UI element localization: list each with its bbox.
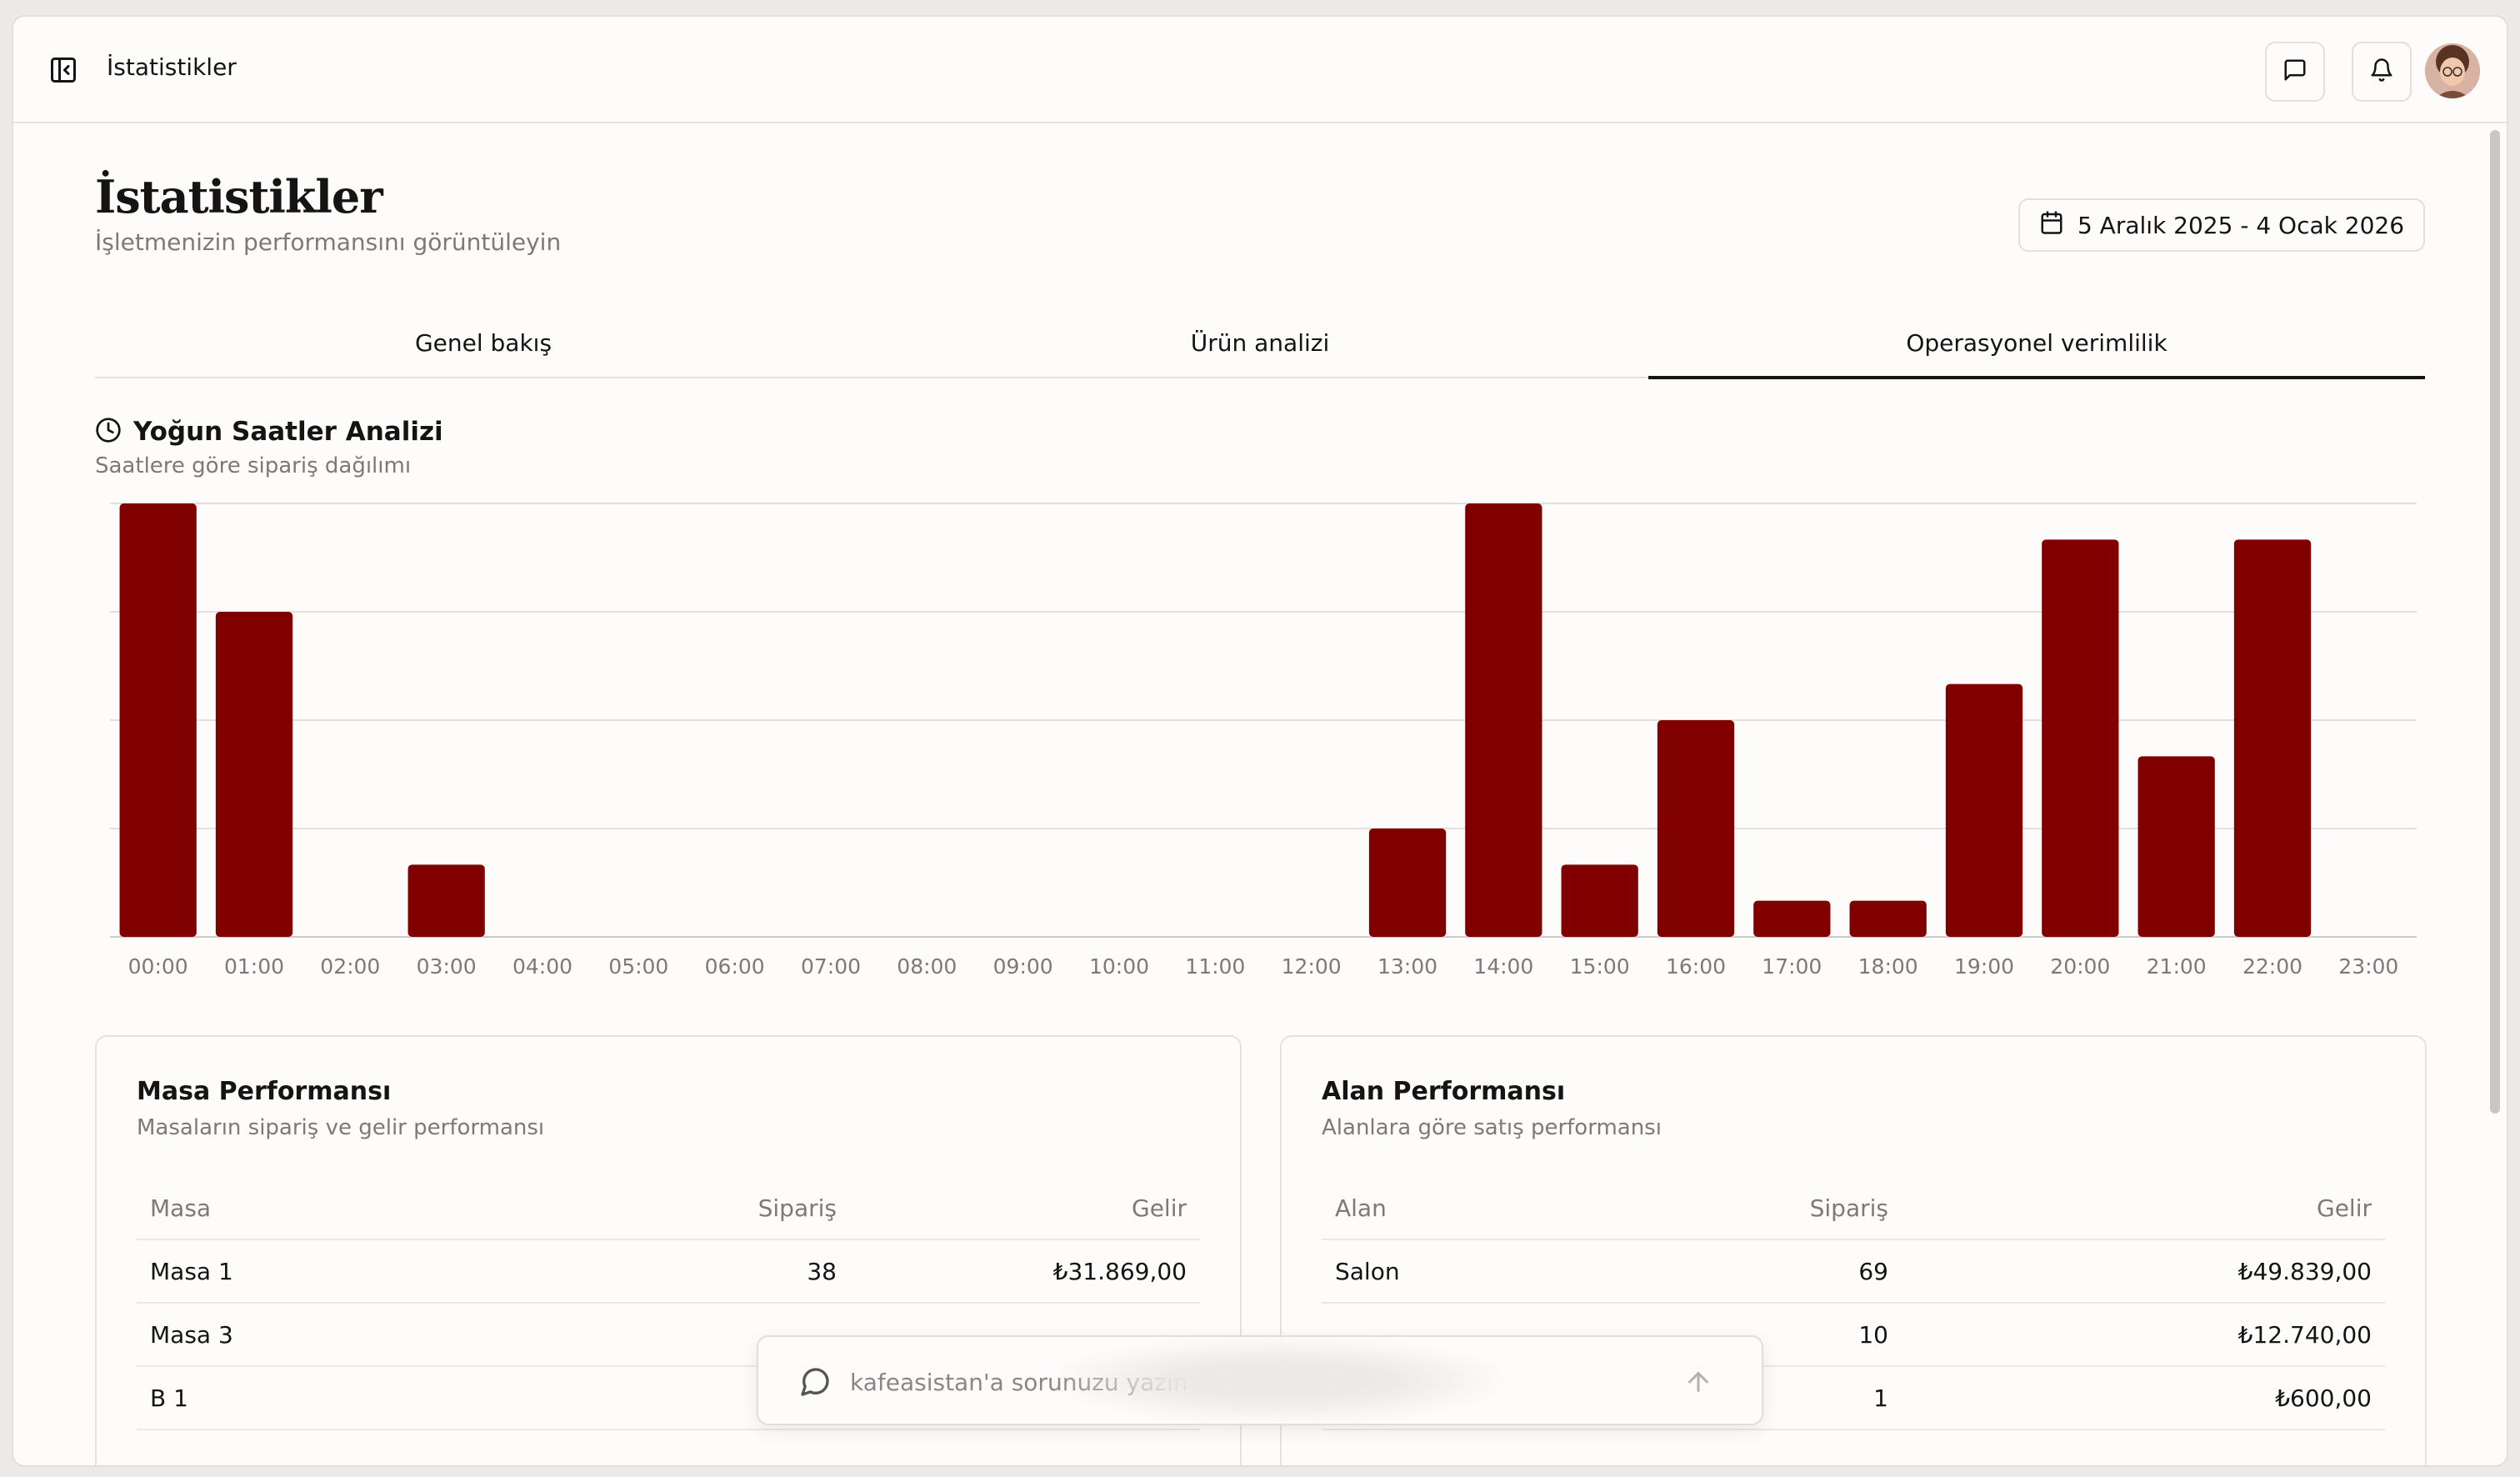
topbar-title: İstatistikler <box>107 53 237 81</box>
chart-x-tick-label: 12:00 <box>1282 954 1342 979</box>
app-window: İstatistikler <box>13 17 2507 1465</box>
chart-bar[interactable] <box>215 612 293 937</box>
top-bar: İstatistikler <box>13 17 2507 123</box>
column-header-alan[interactable]: Alan <box>1335 1194 1387 1222</box>
send-button[interactable] <box>1683 1367 1713 1397</box>
table-row[interactable]: 10 ₺12.740,00 <box>1322 1304 2385 1367</box>
chart-x-tick-label: 14:00 <box>1473 954 1533 979</box>
chart-x-tick-label: 01:00 <box>224 954 284 979</box>
chart-x-tick-label: 16:00 <box>1666 954 1726 979</box>
chart-bar[interactable] <box>1945 683 2023 937</box>
column-header-gelir[interactable]: Gelir <box>1132 1194 1187 1222</box>
area-performance-subtitle: Alanlara göre satış performansı <box>1322 1115 1662 1140</box>
chart-x-tick-label: 19:00 <box>1954 954 2014 979</box>
table-row[interactable]: B 1 <box>137 1367 1200 1430</box>
peak-hours-header: Yoğun Saatler Analizi <box>95 417 443 447</box>
table-row[interactable]: Masa 1 38 ₺31.869,00 <box>137 1240 1200 1304</box>
clock-icon <box>95 417 122 447</box>
chart-x-tick-label: 21:00 <box>2147 954 2207 979</box>
table-performance-subtitle: Masaların sipariş ve gelir performansı <box>137 1115 545 1140</box>
sidebar-toggle-icon[interactable] <box>48 55 78 85</box>
cell-name: Masa 1 <box>150 1257 233 1285</box>
chat-bubble-icon <box>798 1365 832 1402</box>
chart-bar[interactable] <box>1561 864 1638 937</box>
blur-overlay <box>1047 1339 1513 1422</box>
column-header-siparis[interactable]: Sipariş <box>1809 1194 1888 1222</box>
column-header-gelir[interactable]: Gelir <box>2317 1194 2372 1222</box>
page-title: İstatistikler <box>95 170 383 223</box>
chart-bar[interactable] <box>119 503 197 937</box>
column-header-masa[interactable]: Masa <box>150 1194 212 1222</box>
area-performance-table: Alan Sipariş Gelir Salon 69 ₺49.839,00 1… <box>1322 1177 2385 1430</box>
tab-product-analysis[interactable]: Ürün analizi <box>1190 328 1330 357</box>
date-range-button[interactable]: 5 Aralık 2025 - 4 Ocak 2026 <box>2018 198 2425 252</box>
chart-bar[interactable] <box>1368 829 1447 937</box>
cell-orders: 38 <box>807 1257 837 1285</box>
chart-x-tick-label: 00:00 <box>128 954 188 979</box>
chart-bar[interactable] <box>2233 539 2312 937</box>
cell-name: B 1 <box>150 1384 188 1412</box>
scrollbar[interactable] <box>2490 130 2500 1114</box>
cell-revenue: ₺31.869,00 <box>1052 1257 1187 1285</box>
table-performance-table: Masa Sipariş Gelir Masa 1 38 ₺31.869,00 … <box>137 1177 1200 1430</box>
table-performance-title: Masa Performansı <box>137 1077 392 1106</box>
notifications-button[interactable] <box>2352 42 2412 102</box>
cell-orders: 1 <box>1873 1384 1888 1412</box>
chart-x-tick-label: 10:00 <box>1089 954 1149 979</box>
chart-x-tick-label: 02:00 <box>320 954 380 979</box>
chart-x-tick-label: 23:00 <box>2338 954 2398 979</box>
chart-bar[interactable] <box>1753 900 1831 937</box>
date-range-label: 5 Aralık 2025 - 4 Ocak 2026 <box>2077 211 2405 239</box>
column-header-siparis[interactable]: Sipariş <box>758 1194 837 1222</box>
chart-x-tick-label: 07:00 <box>801 954 861 979</box>
tab-bar: Genel bakış Ürün analizi Operasyonel ver… <box>95 308 2425 379</box>
page-subtitle: İşletmenizin performansını görüntüleyin <box>95 228 562 256</box>
avatar[interactable] <box>2425 43 2480 98</box>
calendar-icon <box>2039 210 2064 241</box>
chart-bar[interactable] <box>1657 720 1735 937</box>
chart-x-tick-label: 03:00 <box>417 954 477 979</box>
table-row[interactable]: 1 ₺600,00 <box>1322 1367 2385 1430</box>
message-square-icon <box>2282 58 2308 86</box>
peak-hours-title: Yoğun Saatler Analizi <box>133 417 443 447</box>
cell-revenue: ₺49.839,00 <box>2238 1257 2372 1285</box>
tab-overview[interactable]: Genel bakış <box>414 328 552 357</box>
table-header-row: Masa Sipariş Gelir <box>137 1177 1200 1240</box>
table-row[interactable]: Salon 69 ₺49.839,00 <box>1322 1240 2385 1304</box>
peak-hours-subtitle: Saatlere göre sipariş dağılımı <box>95 453 412 478</box>
tab-operational-efficiency[interactable]: Operasyonel verimlilik <box>1648 308 2425 379</box>
chart-bar[interactable] <box>2138 756 2215 937</box>
chart-x-tick-label: 20:00 <box>2050 954 2110 979</box>
chart-x-tick-label: 04:00 <box>512 954 572 979</box>
cell-name: Masa 3 <box>150 1320 233 1349</box>
chart-x-tick-label: 15:00 <box>1570 954 1630 979</box>
chart-x-tick-label: 13:00 <box>1378 954 1438 979</box>
chart-x-tick-label: 09:00 <box>993 954 1053 979</box>
messages-button[interactable] <box>2265 42 2325 102</box>
table-header-row: Alan Sipariş Gelir <box>1322 1177 2385 1240</box>
chart-x-tick-label: 06:00 <box>705 954 765 979</box>
bell-icon <box>2369 58 2394 86</box>
cell-orders: 10 <box>1858 1320 1888 1349</box>
chart-bar[interactable] <box>2042 539 2119 937</box>
chart-x-tick-label: 11:00 <box>1185 954 1245 979</box>
cell-revenue: ₺600,00 <box>2275 1384 2372 1412</box>
cell-name: Salon <box>1335 1257 1400 1285</box>
chart-x-tick-label: 05:00 <box>608 954 668 979</box>
chart-x-tick-label: 22:00 <box>2242 954 2302 979</box>
peak-hours-chart: 00:00 01:00 02:00 03:00 04:00 05:00 06:00 07:00… <box>110 503 2417 979</box>
chart-bar[interactable] <box>408 864 485 937</box>
table-row[interactable]: Masa 3 <box>137 1304 1200 1367</box>
chart-x-tick-label: 08:00 <box>897 954 957 979</box>
arrow-up-icon <box>1688 1372 1708 1392</box>
chart-bar[interactable] <box>1465 503 1542 937</box>
cell-revenue: ₺12.740,00 <box>2238 1320 2372 1349</box>
chart-bar[interactable] <box>1849 900 1927 937</box>
area-performance-title: Alan Performansı <box>1322 1077 1566 1106</box>
chart-x-tick-label: 18:00 <box>1858 954 1918 979</box>
cell-orders: 69 <box>1858 1257 1888 1285</box>
chart-x-tick-label: 17:00 <box>1762 954 1822 979</box>
